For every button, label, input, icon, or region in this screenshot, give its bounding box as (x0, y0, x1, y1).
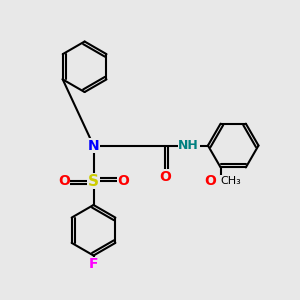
Text: O: O (204, 174, 216, 188)
Text: NH: NH (178, 139, 199, 152)
Text: O: O (58, 174, 70, 188)
Text: F: F (89, 257, 98, 272)
Text: O: O (117, 174, 129, 188)
Text: O: O (159, 170, 171, 184)
Text: N: N (88, 139, 99, 152)
Text: CH₃: CH₃ (220, 176, 241, 186)
Text: S: S (88, 174, 99, 189)
